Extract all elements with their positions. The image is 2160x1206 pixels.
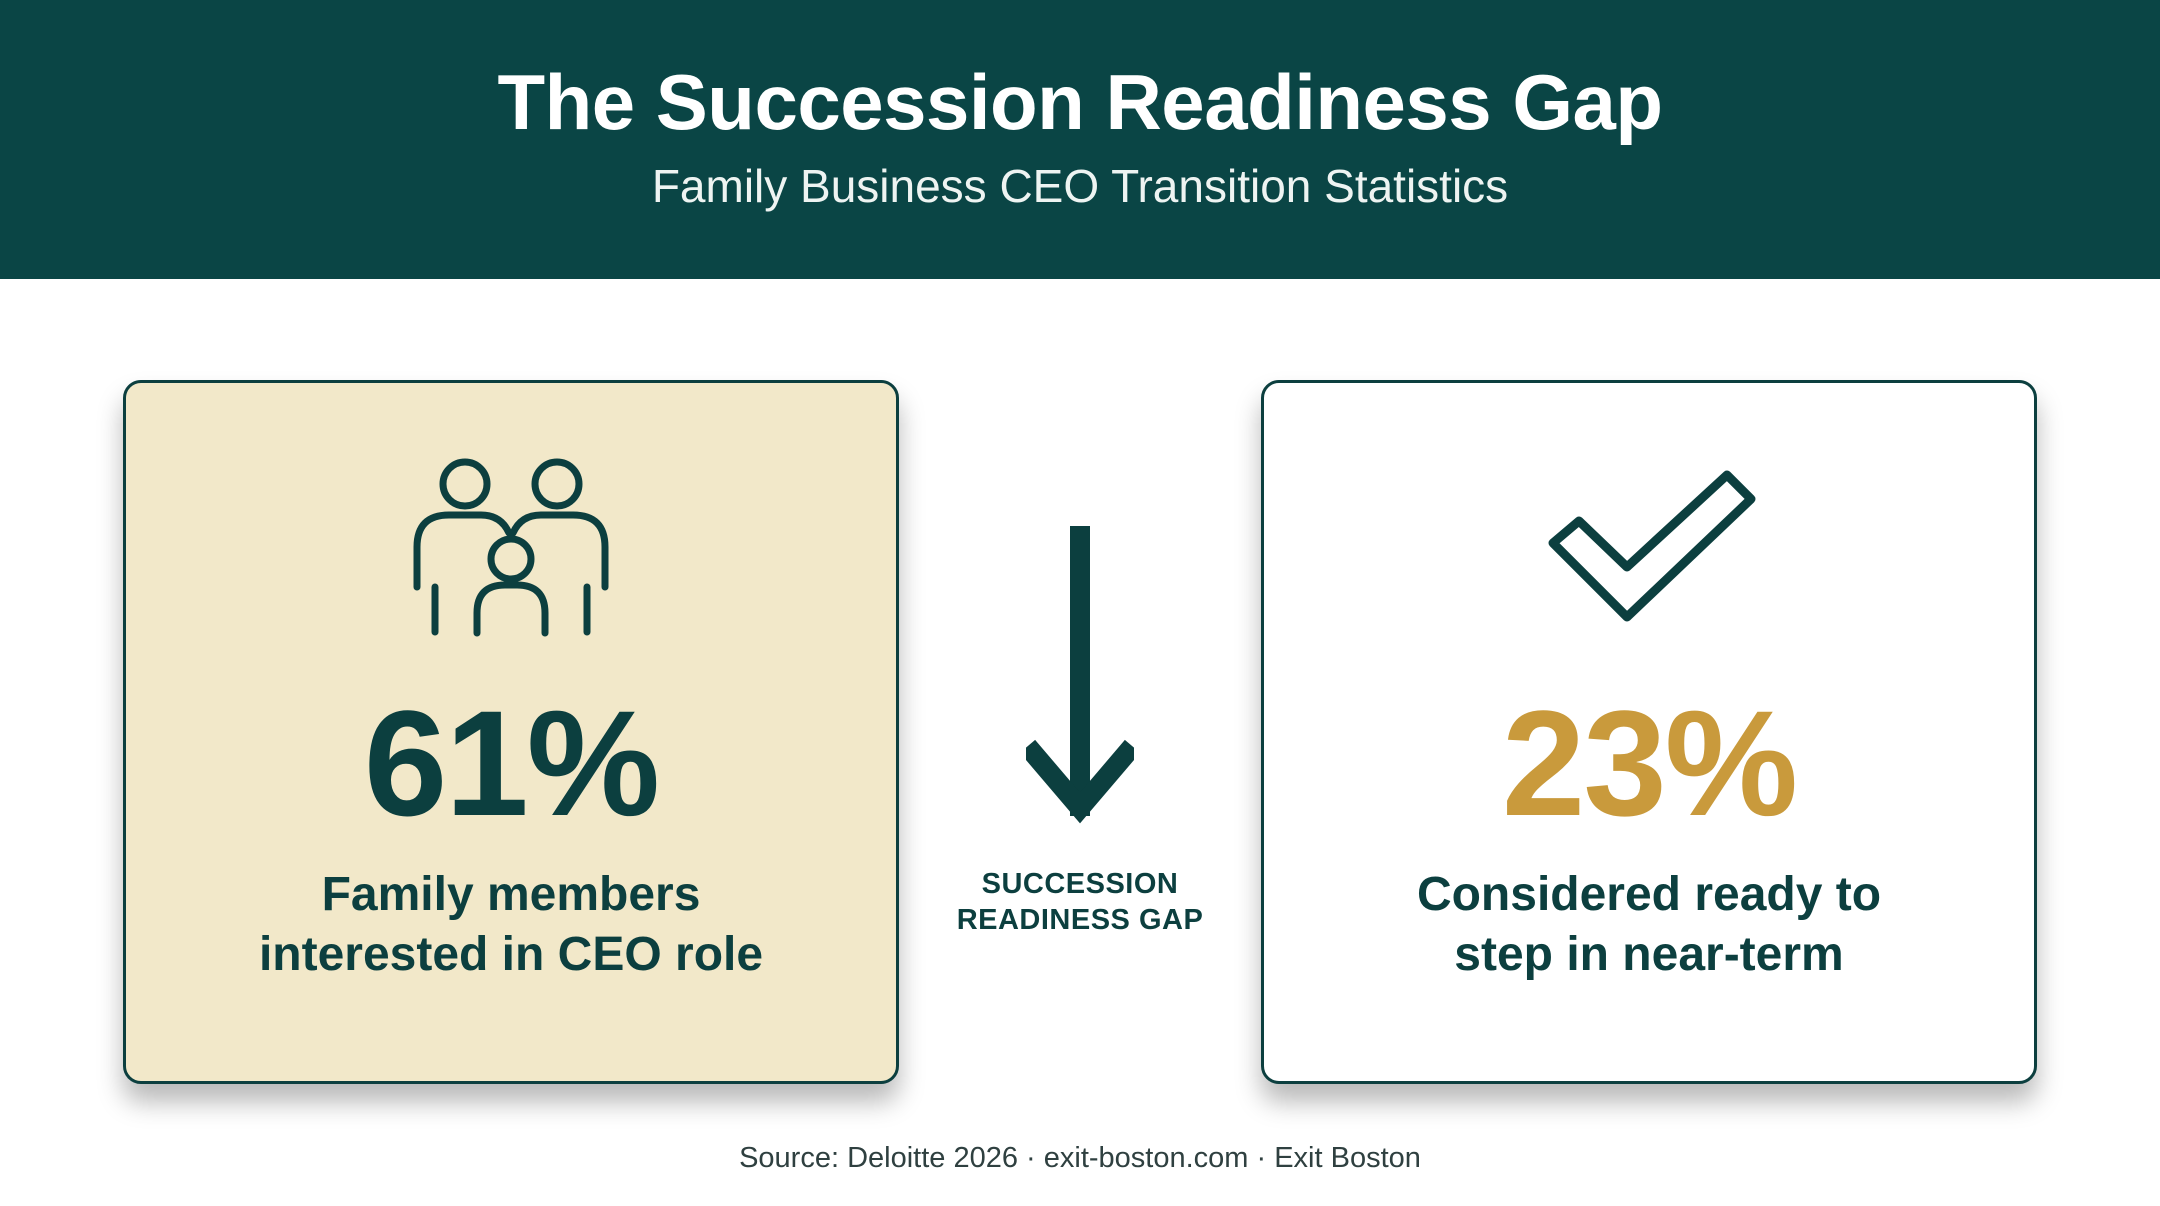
stat-value-ready: 23% — [1501, 679, 1798, 847]
stat-description-interested: Family members interested in CEO role — [166, 865, 856, 985]
stat-value-interested: 61% — [363, 679, 660, 847]
description-line: Family members — [321, 868, 701, 921]
stat-description-ready: Considered ready to step in near-term — [1304, 865, 1994, 985]
gap-label-line: SUCCESSION — [981, 868, 1179, 900]
stat-card-interested: 61% Family members interested in CEO rol… — [123, 380, 899, 1084]
stat-card-ready: 23% Considered ready to step in near-ter… — [1261, 380, 2037, 1084]
source-footer: Source: Deloitte 2026 · exit-boston.com … — [739, 1142, 1421, 1174]
description-line: step in near-term — [1454, 928, 1844, 981]
page-title: The Succession Readiness Gap — [497, 58, 1663, 146]
checkmark-icon — [1264, 467, 2034, 647]
description-line: interested in CEO role — [258, 928, 764, 981]
gap-label: SUCCESSION READINESS GAP — [930, 866, 1230, 938]
arrow-down-icon — [1026, 526, 1134, 824]
page-subtitle: Family Business CEO Transition Statistic… — [651, 160, 1509, 212]
description-line: Considered ready to — [1416, 868, 1882, 921]
gap-label-line: READINESS GAP — [956, 904, 1204, 936]
family-icon — [126, 457, 896, 637]
header-banner: The Succession Readiness Gap Family Busi… — [0, 0, 2160, 279]
